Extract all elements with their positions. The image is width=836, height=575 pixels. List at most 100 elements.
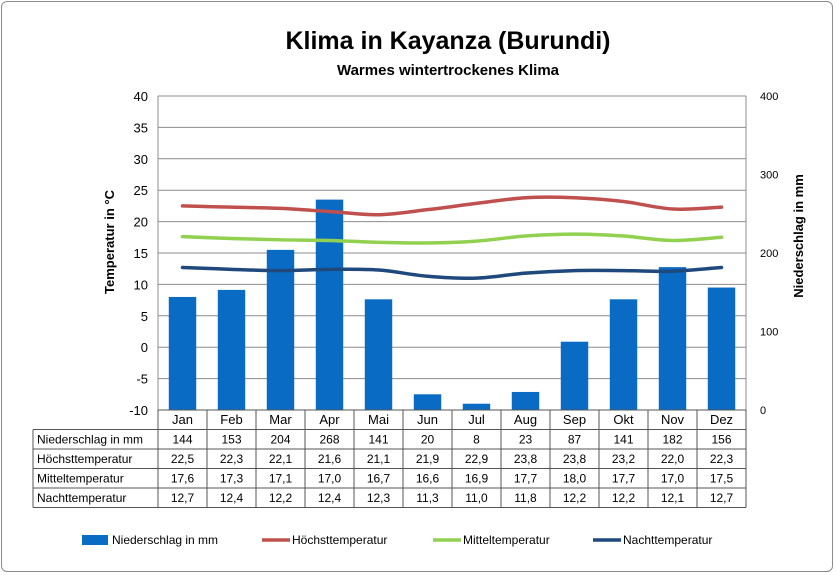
precipitation-bar bbox=[266, 249, 295, 410]
table-cell: 17,0 bbox=[318, 472, 342, 486]
y-left-tick-label: 40 bbox=[134, 89, 148, 104]
grid-lines bbox=[158, 95, 746, 411]
table-cell: 21,6 bbox=[318, 452, 342, 466]
table-cell: 16,6 bbox=[416, 472, 440, 486]
precipitation-bar bbox=[658, 267, 687, 410]
table-cell: 22,0 bbox=[661, 452, 685, 466]
table-cell: 8 bbox=[473, 433, 480, 447]
table-cell: 12,2 bbox=[563, 491, 587, 505]
x-tick-label: Nov bbox=[661, 412, 685, 427]
precipitation-bar bbox=[707, 287, 736, 410]
table-cell: 182 bbox=[662, 433, 682, 447]
table-cell: 22,3 bbox=[710, 452, 734, 466]
legend-item-precipitation-swatch bbox=[82, 535, 108, 545]
data-table: Jan Feb Mar Apr Mai Jun Jul Aug Sep Okt Nov Dez Nied… bbox=[32, 409, 747, 508]
table-cell: 17,3 bbox=[220, 472, 244, 486]
x-tick-label: Mai bbox=[368, 412, 389, 427]
precipitation-bar bbox=[609, 299, 638, 410]
table-cell: 144 bbox=[172, 433, 192, 447]
legend-item-mean-temp-label: Mitteltemperatur bbox=[463, 533, 550, 547]
table-cell: 20 bbox=[421, 433, 435, 447]
legend-item-night-temp-label: Nachttemperatur bbox=[623, 533, 712, 547]
y-left-tick-label: 0 bbox=[141, 340, 148, 355]
table-cell: 17,6 bbox=[171, 472, 195, 486]
precipitation-bar bbox=[462, 403, 491, 410]
table-cell: 16,7 bbox=[367, 472, 391, 486]
table-cell: 12,4 bbox=[318, 491, 342, 505]
table-cell: 23,8 bbox=[514, 452, 538, 466]
x-tick-label: Jan bbox=[172, 412, 193, 427]
x-tick-label: Okt bbox=[613, 412, 634, 427]
table-cell: 21,1 bbox=[367, 452, 391, 466]
max-temp-line bbox=[180, 195, 724, 217]
precipitation-bar bbox=[217, 289, 246, 410]
y-left-tick-label: -5 bbox=[136, 372, 148, 387]
precipitation-bars bbox=[168, 199, 736, 410]
x-tick-label: Jul bbox=[468, 412, 485, 427]
y-axis-right-title: Niederschlag in mm bbox=[791, 174, 806, 298]
x-tick-label: Feb bbox=[220, 412, 242, 427]
table-cell: 12,3 bbox=[367, 491, 391, 505]
y-left-tick-label: 5 bbox=[141, 309, 148, 324]
x-tick-label: Dez bbox=[710, 412, 733, 427]
y-left-tick-label: -10 bbox=[129, 403, 148, 418]
temperature-lines bbox=[180, 195, 724, 280]
y-left-tick-label: 35 bbox=[134, 120, 148, 135]
precipitation-bar bbox=[315, 199, 344, 410]
table-cell: 11,8 bbox=[514, 491, 537, 505]
table-cell: 17,7 bbox=[514, 472, 538, 486]
table-cell: 22,3 bbox=[220, 452, 244, 466]
table-cell: 204 bbox=[270, 433, 290, 447]
y-right-tick-label: 300 bbox=[760, 170, 778, 182]
y-right-tick-label: 400 bbox=[760, 91, 778, 103]
table-cell: 22,9 bbox=[465, 452, 489, 466]
table-cell: 23 bbox=[519, 433, 533, 447]
table-row-label: Höchsttemperatur bbox=[37, 452, 132, 466]
table-cell: 18,0 bbox=[563, 472, 587, 486]
table-cell: 12,2 bbox=[269, 491, 293, 505]
legend-item-max-temp-label: Höchsttemperatur bbox=[292, 533, 387, 547]
table-cell: 17,7 bbox=[612, 472, 636, 486]
y-left-tick-label: 15 bbox=[134, 246, 148, 261]
table-cell: 12,7 bbox=[171, 491, 195, 505]
y-axis-left-title: Temperatur in °C bbox=[102, 189, 117, 294]
table-cell: 16,9 bbox=[465, 472, 489, 486]
legend: Niederschlag in mm Höchsttemperatur Mittel… bbox=[82, 533, 712, 547]
table-cell: 141 bbox=[613, 433, 633, 447]
table-cell: 23,8 bbox=[563, 452, 587, 466]
table-cell: 12,1 bbox=[661, 491, 685, 505]
y-right-tick-label: 100 bbox=[760, 327, 778, 339]
table-cell: 23,2 bbox=[612, 452, 636, 466]
y-right-tick-label: 200 bbox=[760, 248, 778, 260]
x-tick-label: Mar bbox=[269, 412, 292, 427]
table-cell: 12,7 bbox=[710, 491, 734, 505]
legend-item-precipitation-label: Niederschlag in mm bbox=[112, 533, 218, 547]
night-temp-line bbox=[180, 265, 724, 280]
mean-temp-line bbox=[180, 232, 724, 245]
y-right-tick-label: 0 bbox=[760, 405, 766, 417]
table-cell: 17,1 bbox=[269, 472, 293, 486]
table-cell: 11,0 bbox=[465, 491, 488, 505]
x-tick-label: Aug bbox=[514, 412, 537, 427]
precipitation-bar bbox=[511, 391, 540, 410]
x-tick-label: Apr bbox=[319, 412, 340, 427]
table-cell: 22,1 bbox=[269, 452, 293, 466]
y-left-tick-label: 25 bbox=[134, 183, 148, 198]
y-left-tick-label: 10 bbox=[134, 277, 148, 292]
table-cell: 12,2 bbox=[612, 491, 636, 505]
table-row-label: Nachttemperatur bbox=[37, 491, 126, 505]
precipitation-bar bbox=[413, 394, 442, 410]
precipitation-bar bbox=[560, 341, 589, 410]
table-cell: 141 bbox=[368, 433, 388, 447]
table-cell: 156 bbox=[711, 433, 731, 447]
table-cell: 21,9 bbox=[416, 452, 440, 466]
table-cell: 268 bbox=[319, 433, 339, 447]
precipitation-bar bbox=[168, 296, 197, 410]
table-row-label: Mitteltemperatur bbox=[37, 472, 124, 486]
x-tick-label: Jun bbox=[417, 412, 438, 427]
y-left-tick-label: 20 bbox=[134, 215, 148, 230]
table-cell: 11,3 bbox=[416, 491, 439, 505]
